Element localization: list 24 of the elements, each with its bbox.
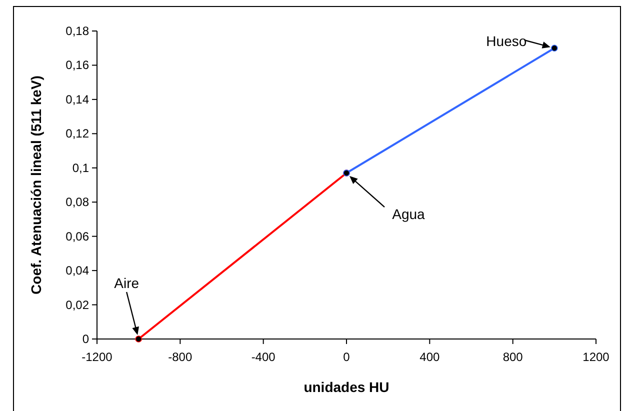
- y-tick-label: 0,06: [66, 229, 90, 244]
- y-axis-title: Coef. Atenuación lineal (511 keV): [28, 76, 44, 294]
- y-tick-label: 0,12: [66, 126, 90, 141]
- y-tick-label: 0,04: [66, 264, 90, 278]
- annotation: Aire: [114, 275, 140, 291]
- point: [135, 336, 142, 342]
- y-tick-label: 0,1: [72, 160, 90, 175]
- y-tick-label: 0,02: [66, 298, 90, 312]
- y-tick-label: 0: [82, 332, 90, 346]
- point: [551, 44, 558, 52]
- x-tick-label: 800: [502, 350, 524, 364]
- y-tick-label: 0,16: [66, 58, 90, 72]
- x-axis-title: unidades HU: [304, 379, 390, 395]
- x-tick-label: 400: [420, 350, 440, 364]
- x-tick-label: 1200: [582, 350, 610, 364]
- y-tick-label: 0,18: [66, 24, 90, 38]
- y-tick-label: 0,08: [66, 195, 90, 210]
- annotation: Agua: [392, 206, 426, 222]
- x-tick-label: -400: [251, 350, 276, 364]
- x-tick-label: -1200: [82, 350, 113, 364]
- x-tick-label: 0: [343, 350, 350, 364]
- annotation: Hueso: [486, 33, 527, 50]
- y-tick-label: 0,14: [66, 92, 90, 106]
- x-tick-label: -800: [168, 350, 192, 364]
